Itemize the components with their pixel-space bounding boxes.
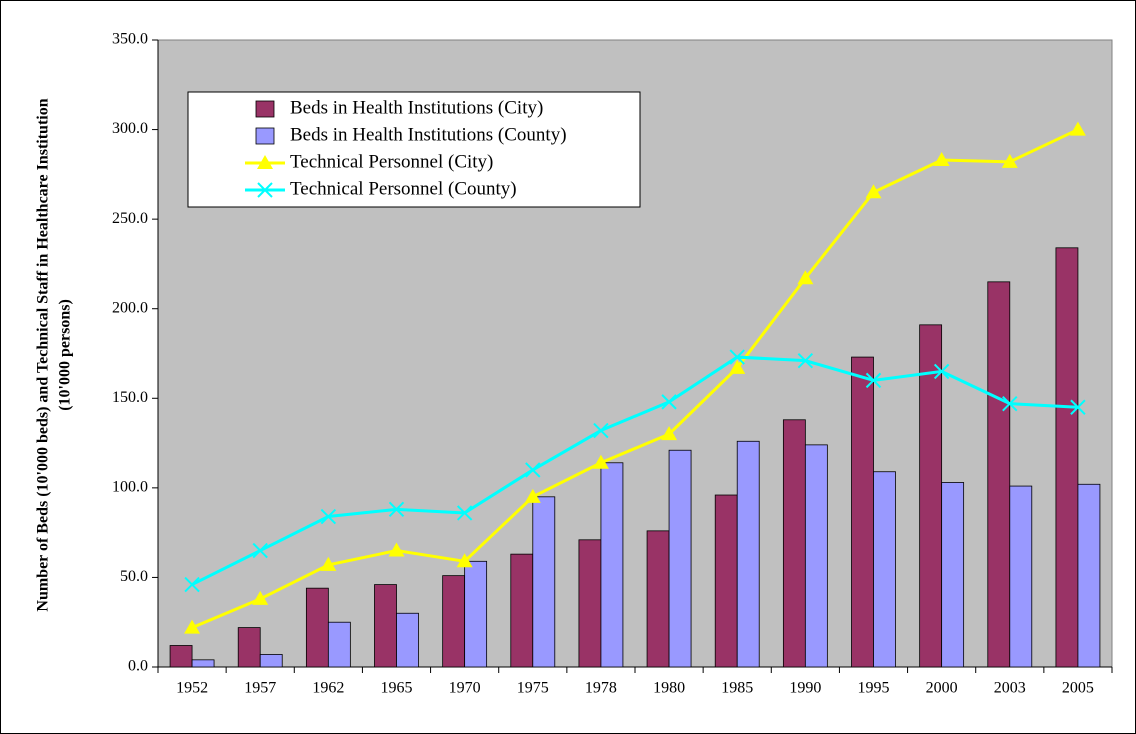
bar bbox=[169, 645, 193, 668]
line-marker bbox=[933, 152, 950, 167]
line-marker bbox=[525, 462, 541, 478]
bar bbox=[374, 584, 397, 668]
line-marker bbox=[456, 505, 473, 521]
line-marker bbox=[1070, 399, 1086, 415]
bar bbox=[804, 444, 828, 668]
legend-marker bbox=[257, 155, 273, 169]
bar bbox=[442, 575, 466, 668]
x-tick-label: 1965 bbox=[381, 680, 413, 697]
line-marker bbox=[1002, 395, 1018, 412]
bar bbox=[1055, 247, 1079, 668]
bar bbox=[987, 281, 1011, 668]
bar bbox=[532, 496, 556, 668]
x-tick-label: 1978 bbox=[585, 680, 617, 697]
bar bbox=[919, 324, 943, 668]
line-marker bbox=[456, 553, 473, 568]
bar bbox=[646, 530, 670, 668]
x-tick-label: 2000 bbox=[926, 680, 958, 697]
bar bbox=[782, 419, 806, 668]
bar bbox=[600, 462, 624, 668]
line-marker bbox=[661, 394, 677, 410]
x-tick-label: 1970 bbox=[449, 680, 481, 697]
line-marker bbox=[320, 556, 337, 571]
x-tick-label: 1975 bbox=[517, 680, 549, 697]
bar bbox=[714, 494, 738, 668]
line-marker bbox=[729, 359, 746, 374]
bar bbox=[668, 449, 692, 668]
line-marker bbox=[320, 508, 337, 525]
y-tick-label: 100.0 bbox=[112, 479, 148, 496]
bar bbox=[305, 587, 329, 668]
legend-swatch bbox=[255, 127, 275, 145]
bar bbox=[510, 553, 534, 668]
line-marker bbox=[865, 184, 882, 199]
bar bbox=[1077, 483, 1101, 668]
y-tick-label: 150.0 bbox=[112, 389, 148, 406]
line-marker bbox=[797, 270, 814, 285]
bar bbox=[578, 539, 602, 668]
legend-label: Beds in Health Institutions (City) bbox=[290, 97, 543, 118]
line-marker bbox=[593, 422, 609, 439]
line-marker bbox=[933, 363, 950, 380]
y-tick-label: 300.0 bbox=[112, 120, 148, 137]
bar bbox=[851, 356, 874, 668]
x-tick-label: 1980 bbox=[653, 680, 685, 697]
line-marker bbox=[1069, 121, 1086, 136]
line-marker bbox=[524, 488, 541, 503]
bar bbox=[191, 659, 215, 668]
line-marker bbox=[184, 619, 201, 634]
y-tick-label: 200.0 bbox=[112, 299, 148, 316]
line-marker bbox=[592, 454, 609, 469]
x-tick-label: 1985 bbox=[721, 680, 753, 697]
line-marker bbox=[729, 349, 745, 365]
bar bbox=[941, 482, 965, 668]
legend-label: Technical Personnel (City) bbox=[290, 151, 493, 172]
x-tick-label: 1952 bbox=[176, 680, 208, 697]
line-marker bbox=[252, 542, 268, 559]
line-marker bbox=[661, 426, 678, 441]
y-tick-label: 0.0 bbox=[128, 658, 148, 675]
bar bbox=[873, 471, 896, 668]
y-axis-label: (10'000 persons) bbox=[57, 299, 74, 411]
legend-label: Beds in Health Institutions (County) bbox=[290, 124, 567, 145]
x-tick-label: 1962 bbox=[312, 680, 344, 697]
bar bbox=[396, 612, 419, 668]
line bbox=[191, 128, 1079, 629]
x-tick-label: 2005 bbox=[1062, 680, 1094, 697]
legend-label: Technical Personnel (County) bbox=[290, 178, 517, 199]
x-tick-label: 1957 bbox=[244, 680, 276, 697]
bar bbox=[259, 654, 283, 668]
legend-marker bbox=[257, 182, 273, 198]
y-tick-label: 350.0 bbox=[112, 31, 148, 48]
bar bbox=[736, 440, 760, 668]
line-marker bbox=[388, 501, 405, 518]
line-marker bbox=[865, 372, 882, 389]
x-tick-label: 2003 bbox=[994, 680, 1026, 697]
y-tick-label: 250.0 bbox=[112, 210, 148, 227]
bar bbox=[237, 627, 261, 668]
line-marker bbox=[388, 542, 405, 557]
legend-swatch bbox=[255, 100, 275, 118]
line bbox=[191, 355, 1079, 586]
line-marker bbox=[1001, 153, 1018, 168]
bar bbox=[464, 560, 488, 668]
line-marker bbox=[252, 590, 269, 605]
x-tick-label: 1995 bbox=[858, 680, 890, 697]
line-marker bbox=[797, 352, 814, 369]
y-tick-label: 50.0 bbox=[120, 568, 148, 585]
y-axis-label: Number of Beds (10'000 beds) and Technic… bbox=[35, 98, 52, 611]
bar bbox=[327, 621, 351, 668]
x-tick-label: 1990 bbox=[789, 680, 821, 697]
line-marker bbox=[184, 576, 200, 593]
bar bbox=[1009, 485, 1033, 668]
